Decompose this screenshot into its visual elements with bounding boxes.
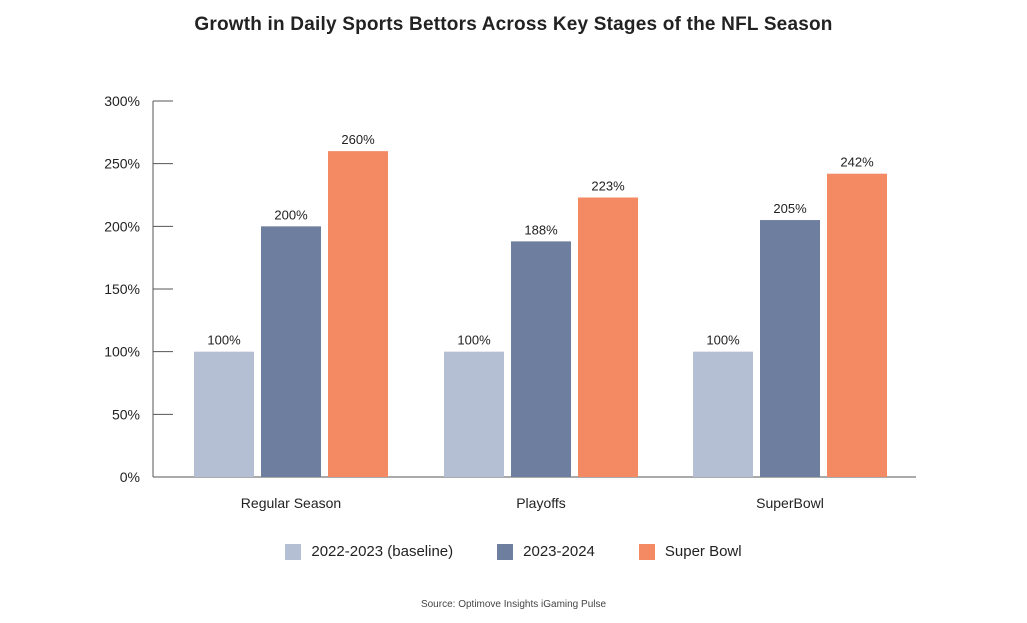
bar: [444, 351, 504, 477]
source-note: Source: Optimove Insights iGaming Pulse: [420, 599, 607, 610]
bar: [693, 351, 753, 477]
legend: 2022-2023 (baseline) 2023-2024 Super Bow…: [0, 543, 1027, 560]
legend-swatch-super-bowl: [638, 543, 655, 560]
y-tick-label: 150%: [104, 281, 140, 297]
x-category-label: Regular Season: [241, 495, 341, 511]
bar: [194, 351, 254, 477]
data-label: 200%: [274, 207, 308, 222]
data-label: 188%: [524, 222, 558, 237]
data-label: 100%: [706, 333, 740, 348]
legend-swatch-2023-2024: [497, 543, 514, 560]
chart-title: Growth in Daily Sports Bettors Across Ke…: [194, 14, 833, 35]
data-label: 242%: [840, 155, 874, 170]
x-category-label: Playoffs: [516, 495, 566, 511]
y-tick-label: 300%: [104, 93, 140, 109]
y-tick-label: 50%: [112, 406, 140, 422]
bar: [760, 220, 820, 478]
bar: [511, 241, 571, 477]
y-tick-label: 100%: [104, 344, 140, 360]
legend-item-baseline: 2022-2023 (baseline): [285, 543, 453, 560]
y-tick-label: 200%: [104, 218, 140, 234]
legend-item-super-bowl: Super Bowl: [638, 543, 742, 560]
data-label: 100%: [207, 333, 241, 348]
legend-swatch-baseline: [285, 543, 302, 560]
x-category-label: SuperBowl: [756, 495, 824, 511]
bar: [578, 197, 638, 478]
data-label: 223%: [591, 179, 625, 194]
data-label: 260%: [341, 132, 375, 147]
y-tick-label: 250%: [104, 156, 140, 172]
legend-label-super-bowl: Super Bowl: [664, 543, 742, 560]
data-label: 205%: [773, 201, 807, 216]
bar: [827, 173, 887, 477]
legend-label-2023-2024: 2023-2024: [523, 543, 595, 560]
data-label: 100%: [457, 333, 491, 348]
bar: [328, 151, 388, 477]
legend-item-2023-2024: 2023-2024: [497, 543, 595, 560]
bar: [261, 226, 321, 477]
y-tick-label: 0%: [120, 469, 140, 485]
legend-label-baseline: 2022-2023 (baseline): [311, 543, 454, 560]
